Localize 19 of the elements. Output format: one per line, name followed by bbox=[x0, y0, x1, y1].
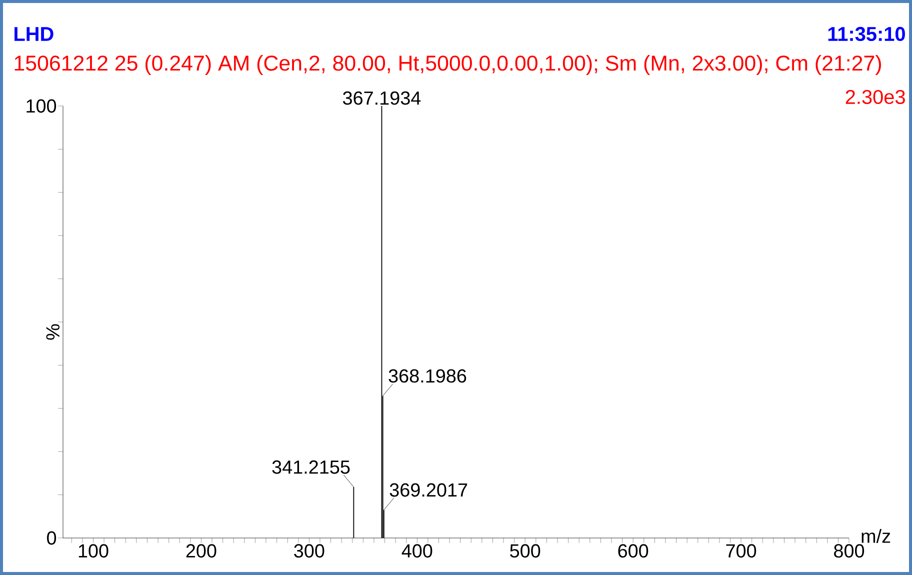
x-axis-title: m/z bbox=[862, 529, 890, 543]
text: 2.30e3 bbox=[846, 90, 905, 104]
x-tick-label: 700 bbox=[726, 544, 756, 558]
chart-subtitle: 15061212 25 (0.247) AM (Cen,2, 80.00, Ht,5000.0,0.00,1.00); Sm (Mn, 2x3.00); Cm (21:27) bbox=[14, 55, 881, 75]
annotation: 341.2155 bbox=[272, 460, 350, 474]
x-tick-label: 400 bbox=[402, 544, 432, 558]
annotation: 367.1934 bbox=[342, 91, 421, 105]
chart-title: LHD bbox=[14, 27, 54, 41]
text: 11:35:10 bbox=[828, 26, 905, 42]
x-tick-label: 600 bbox=[618, 544, 648, 558]
x-tick-label: 100 bbox=[78, 544, 108, 558]
x-tick-label: 500 bbox=[510, 544, 540, 558]
annotation: 369.2017 bbox=[390, 483, 468, 497]
y-axis-title: % bbox=[46, 324, 60, 340]
y-tick-label: 0 bbox=[47, 531, 56, 545]
x-tick-label: 200 bbox=[186, 544, 216, 558]
annotation: 368.1986 bbox=[388, 369, 466, 383]
x-tick-label: 800 bbox=[834, 544, 864, 558]
x-tick-label: 300 bbox=[294, 544, 324, 558]
